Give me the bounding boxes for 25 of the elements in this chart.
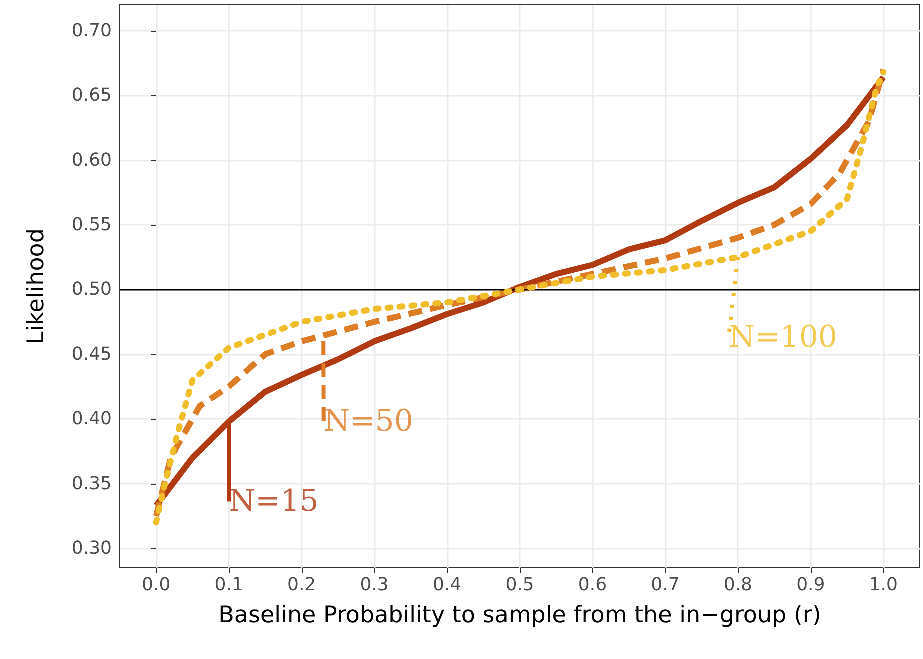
y-tick-label: 0.65 [72, 85, 112, 106]
x-tick-label: 0.7 [651, 574, 680, 596]
x-tick-label: 0.8 [724, 574, 752, 596]
x-tick-label: 0.2 [288, 574, 316, 596]
y-tick-label: 0.35 [72, 473, 112, 494]
y-tick-label: 0.30 [72, 538, 112, 560]
x-tick-label: 0.6 [578, 574, 608, 596]
x-tick-label: 0.1 [214, 574, 244, 596]
x-tick-label: 0.9 [796, 574, 826, 596]
y-tick-label: 0.60 [72, 150, 112, 171]
y-tick-label: 0.70 [72, 20, 112, 42]
annotation: N=15 [229, 484, 319, 520]
y-tick-label: 0.40 [72, 408, 112, 430]
x-tick-label: 0.0 [142, 574, 171, 596]
y-tick-label: 0.50 [72, 279, 112, 300]
y-axis-title: Likelihood [24, 228, 50, 344]
x-tick-label: 0.5 [506, 574, 534, 596]
x-tick-label: 0.4 [432, 574, 462, 596]
annotation: N=50 [324, 404, 414, 440]
y-tick-label: 0.45 [72, 344, 112, 365]
annotation: N=100 [728, 320, 838, 355]
x-tick-label: 1.0 [869, 574, 898, 596]
x-axis-title: Baseline Probability to sample from the in−group (r) [218, 602, 822, 628]
x-tick-label: 0.3 [360, 574, 389, 596]
y-tick-label: 0.55 [72, 214, 112, 236]
